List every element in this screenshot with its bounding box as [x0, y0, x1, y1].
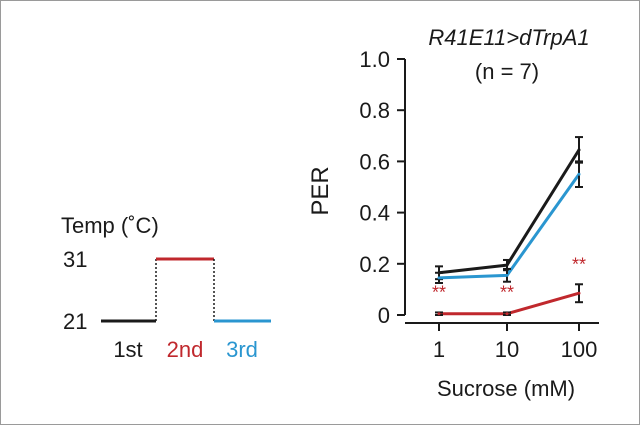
- y-ticks: 0 0.2 0.4 0.6 0.8 1.0: [359, 47, 405, 328]
- temperature-protocol: Temp (˚C) 31 21 1st 2nd 3rd: [61, 213, 271, 362]
- significance-marker: **: [572, 254, 586, 274]
- y-axis-label: PER: [307, 166, 334, 215]
- significance-marker: **: [432, 282, 446, 302]
- x-ticks: 1 10 100: [433, 323, 597, 362]
- y-tick-label: 1.0: [359, 47, 390, 72]
- phase-3rd-label: 3rd: [226, 337, 258, 362]
- data-point: [437, 276, 441, 280]
- x-tick-label: 10: [495, 337, 519, 362]
- y-tick-label: 0.4: [359, 201, 390, 226]
- y-tick-label: 0.6: [359, 149, 390, 174]
- per-line-chart: R41E11>dTrpA1 (n = 7) PER Sucrose (mM) 0…: [307, 25, 599, 401]
- x-tick-label: 100: [561, 337, 598, 362]
- phase-2nd-label: 2nd: [167, 337, 204, 362]
- protocol-title: Temp (˚C): [61, 213, 159, 238]
- data-point: [577, 172, 581, 176]
- data-point: [437, 312, 441, 316]
- y-tick-label: 0.8: [359, 98, 390, 123]
- temp-low-label: 21: [63, 309, 87, 334]
- y-tick-label: 0.2: [359, 252, 390, 277]
- x-axis-label: Sucrose (mM): [437, 376, 575, 401]
- data-series: [435, 136, 583, 316]
- chart-subtitle: (n = 7): [475, 59, 539, 84]
- phase-1st-label: 1st: [113, 337, 142, 362]
- temp-high-label: 31: [63, 247, 87, 272]
- data-point: [505, 273, 509, 277]
- data-point: [577, 291, 581, 295]
- data-point: [505, 263, 509, 267]
- chart-title: R41E11>dTrpA1: [428, 25, 589, 50]
- data-point: [505, 312, 509, 316]
- data-point: [577, 148, 581, 152]
- x-tick-label: 1: [433, 337, 445, 362]
- significance-marker: **: [500, 282, 514, 302]
- significance-annotations: ** ** **: [432, 254, 586, 302]
- series-line-0: [438, 149, 581, 275]
- y-tick-label: 0: [378, 303, 390, 328]
